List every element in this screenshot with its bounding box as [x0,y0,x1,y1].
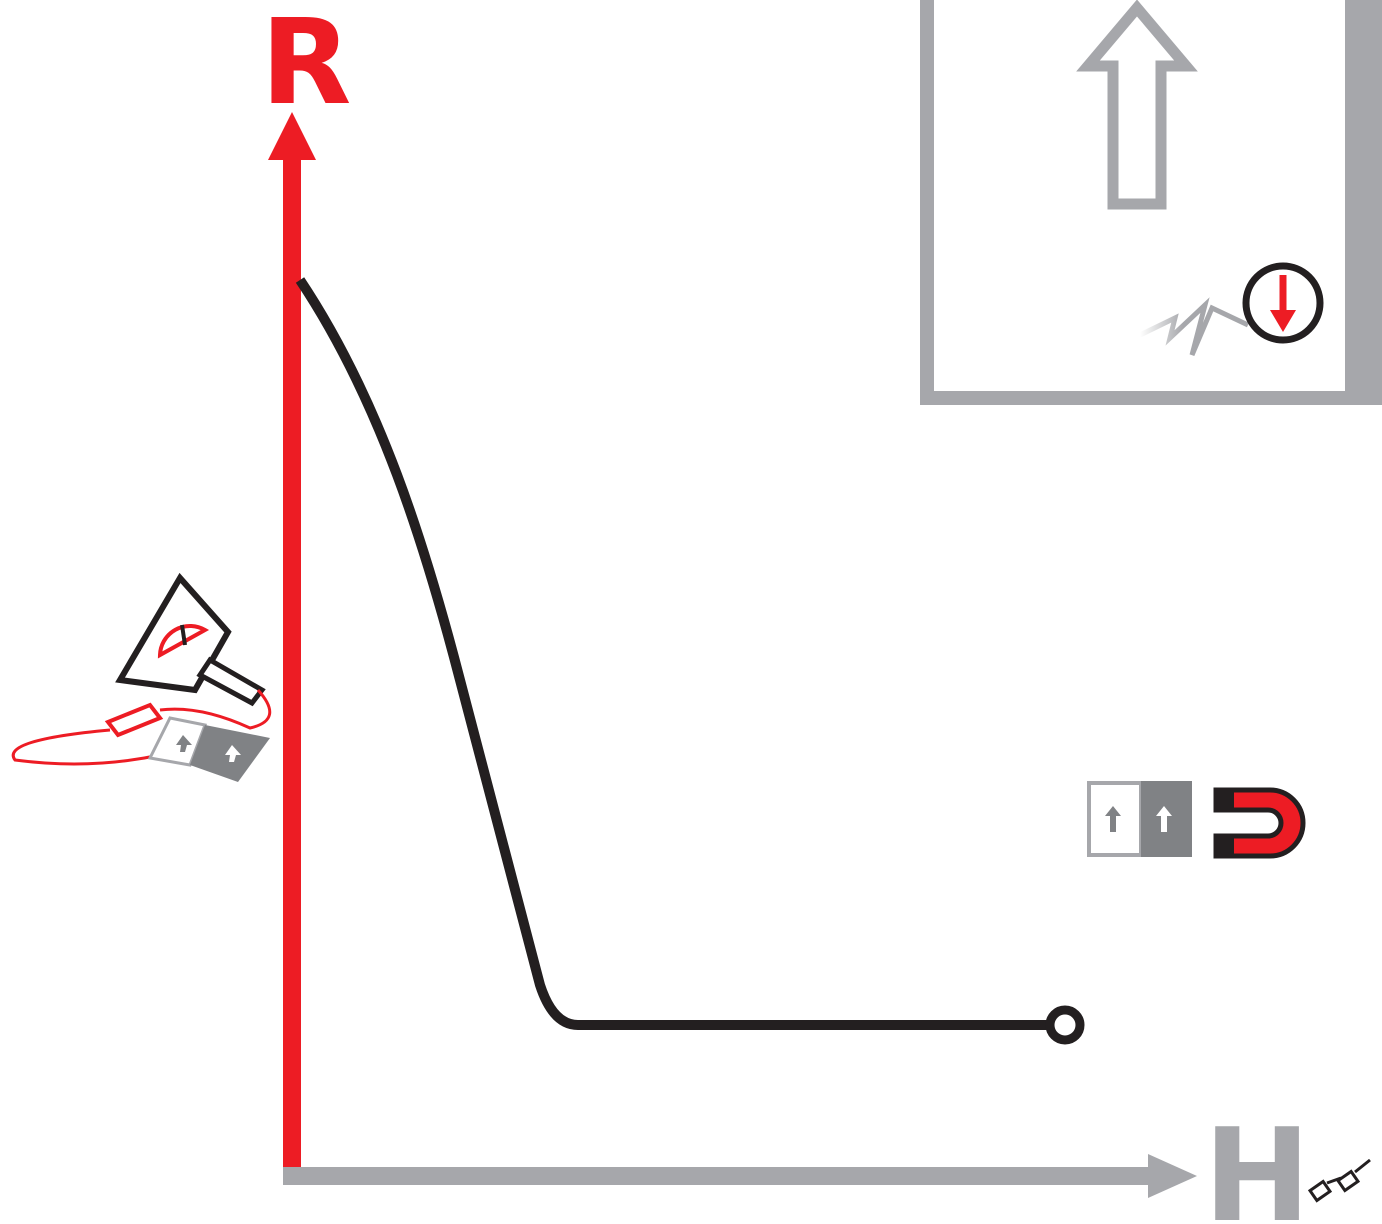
curve [295,277,1060,1030]
y-axis [268,112,316,1168]
sample-magnet-icon [1087,781,1306,859]
x-axis [283,1154,1197,1198]
inset-panel [920,0,1382,405]
curve-end [1045,1005,1085,1045]
y-axis-label: R [261,0,352,131]
glasses-icon [1307,1158,1371,1203]
meter-icon [11,572,272,782]
x-axis-label: H [1203,1102,1310,1224]
